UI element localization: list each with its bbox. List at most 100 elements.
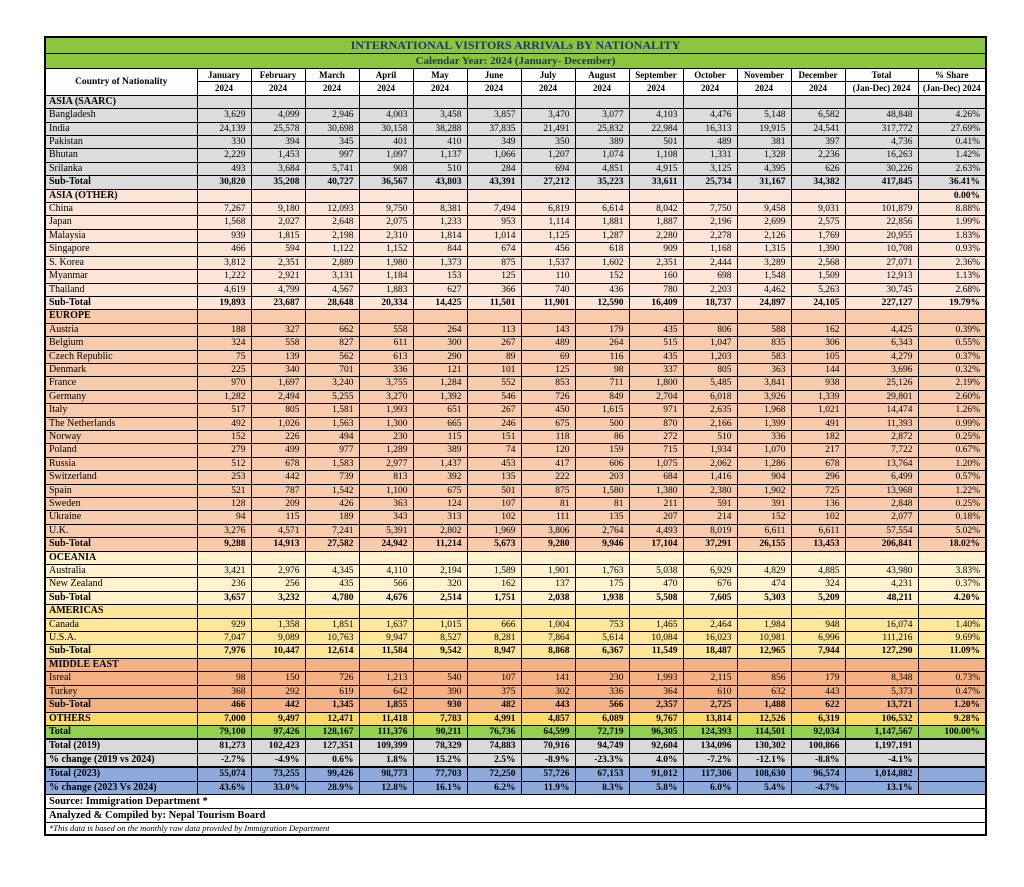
month-value-cell: 3,841 [736,376,792,391]
month-value-cell [736,657,792,673]
month-value-cell: 1,373 [412,255,468,271]
month-value-cell: 81 [520,496,576,512]
month-value-cell: 443 [790,684,846,700]
month-value-cell: 4,103 [628,108,684,123]
share-value-cell [917,767,987,782]
month-value-cell: 662 [304,322,360,338]
country-row: Thailand 4,619 4,799 4,567 1,883 627 366 740 436… [44,282,987,297]
month-value-cell: 134,096 [682,739,738,754]
month-value-cell [628,550,684,566]
month-value-cell: 136 [790,496,846,512]
month-value-cell: 610 [682,684,738,700]
country-row: Ukraine 94 115 189 343 313 102 111 135 207 214 152 1… [44,510,987,525]
month-value-cell: 115 [250,510,306,525]
month-value-cell [250,309,306,324]
month-value-cell: 90,211 [412,724,468,740]
month-value-cell: 613 [358,349,414,364]
month-value-cell: 55,074 [196,767,252,782]
row-label: Sub-Total [44,698,198,713]
total-value-cell: 2,872 [844,429,919,445]
month-value-cell: 4,571 [250,523,306,539]
month-value-cell: 27,212 [520,175,576,190]
month-value-cell: 9,947 [358,631,414,646]
month-value-cell: 417 [520,456,576,472]
month-value-cell: 43,391 [466,175,522,190]
share-value-cell [917,780,987,795]
month-value-cell: 81 [574,496,630,512]
month-value-cell: 11,418 [358,711,414,726]
month-value-cell: 96,305 [628,724,684,740]
share-value-cell: 11.09% [917,644,987,659]
month-value-cell: 392 [412,470,468,485]
month-value-cell: 9,031 [790,202,846,217]
month-value-cell: 711 [574,376,630,391]
month-value-cell: 2,351 [250,255,306,271]
month-value-cell: 25,734 [682,175,738,190]
month-value-cell: 6,582 [790,108,846,123]
month-value-cell: 2,203 [682,282,738,297]
total-value-cell: 30,745 [844,282,919,297]
month-value-cell: 35,223 [574,175,630,190]
month-value-cell: 125 [520,362,576,378]
month-value-cell: 2,977 [358,456,414,472]
share-value-cell: 0.99% [917,416,987,431]
month-value-cell: 72,719 [574,724,630,740]
year-header: 2024 [628,81,684,96]
month-value-cell: 1,902 [736,483,792,499]
month-value-cell: 19,893 [196,295,252,311]
month-value-cell: 1,026 [250,416,306,431]
month-value-cell: 5,209 [790,590,846,606]
month-value-cell [304,604,360,619]
month-value-cell: 35,208 [250,175,306,190]
month-value-cell: 14,425 [412,295,468,311]
share-value-cell: 8.88% [917,202,987,217]
month-value-cell: 2,568 [790,255,846,271]
month-value-cell: 182 [790,429,846,445]
month-value-cell: 2,357 [628,698,684,713]
year-header: 2024 [250,81,306,96]
month-value-cell: 363 [358,496,414,512]
year-header: 2024 [574,81,630,96]
month-value-cell: 1,315 [736,242,792,257]
summary-row: Total (2023) 55,074 73,255 99,426 98,773 77,7… [44,767,987,782]
share-value-cell: 100.00% [917,724,987,740]
month-value-cell: 2,198 [304,228,360,244]
share-value-cell: 0.41% [917,135,987,150]
month-value-cell: 5.8% [628,780,684,795]
total-value-cell: 57,554 [844,523,919,539]
month-value-cell: 5,485 [682,376,738,391]
month-value-cell: 21,491 [520,121,576,137]
total-value-cell: 11,393 [844,416,919,431]
month-value-cell: 1,282 [196,389,252,405]
month-value-cell: 94,749 [574,739,630,754]
month-value-cell: 698 [682,269,738,284]
month-value-cell [196,309,252,324]
month-value-cell: 3,806 [520,523,576,539]
month-value-cell: 1,751 [466,590,522,606]
row-label: Japan [44,215,198,230]
month-value-cell: 453 [466,456,522,472]
total-value-cell: 2,848 [844,496,919,512]
month-value-cell: 930 [412,698,468,713]
total-value-cell [844,309,919,324]
month-value-cell: 159 [574,443,630,458]
total-value-cell: 4,279 [844,349,919,364]
month-value-cell: 622 [790,698,846,713]
share-value-cell: 0.25% [917,496,987,512]
month-value-cell [574,94,630,110]
total-value-cell [844,188,919,204]
section-header-row: EUROPE [44,309,987,324]
month-value-cell: 300 [412,336,468,351]
month-value-cell: 627 [412,282,468,297]
month-value-cell: 4,110 [358,564,414,579]
month-value-cell [574,550,630,566]
month-value-cell: 3,458 [412,108,468,123]
month-value-cell: 5,148 [736,108,792,123]
month-value-cell: 1,583 [304,456,360,472]
month-value-cell: 1,108 [628,148,684,163]
year-header: 2024 [196,81,252,96]
month-value-cell: 1,152 [358,242,414,257]
share-value-cell: 2.60% [917,389,987,405]
month-value-cell: 38,288 [412,121,468,137]
row-label: OTHERS [44,711,198,726]
